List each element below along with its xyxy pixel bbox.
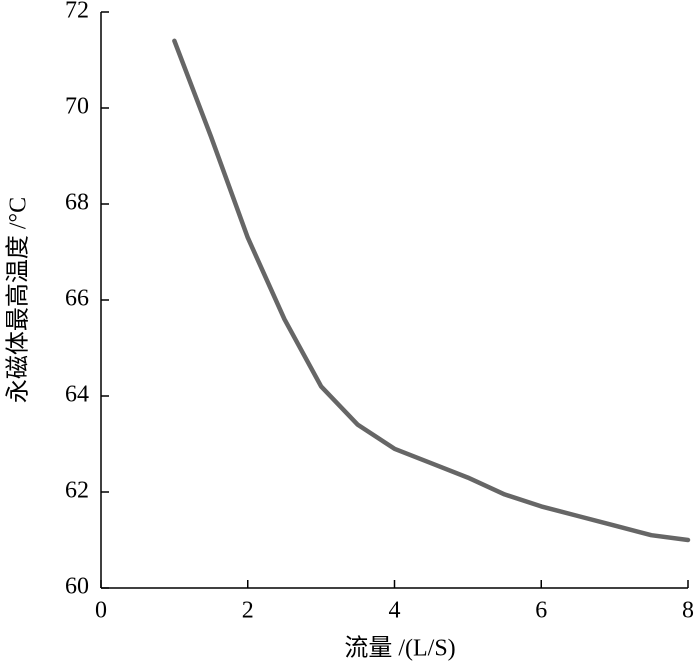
y-tick-label: 60	[65, 574, 89, 600]
line	[172, 38, 691, 543]
x-tick-label: 8	[682, 598, 694, 624]
x-tick-label: 6	[535, 598, 547, 624]
x-tick-label: 0	[95, 598, 107, 624]
y-tick-label: 68	[65, 190, 89, 216]
y-tick-label: 64	[65, 382, 89, 408]
y-tick-label: 62	[65, 478, 89, 504]
y-tick-label: 70	[65, 94, 89, 120]
x-tick-label: 4	[389, 598, 401, 624]
x-tick-label: 2	[242, 598, 254, 624]
y-tick-label: 66	[65, 286, 89, 312]
x-axis-label: 流量 /(L/S)	[344, 635, 455, 662]
y-tick-label: 72	[65, 0, 89, 24]
y-axis-label: 永磁体最高温度 /°C	[5, 197, 32, 403]
